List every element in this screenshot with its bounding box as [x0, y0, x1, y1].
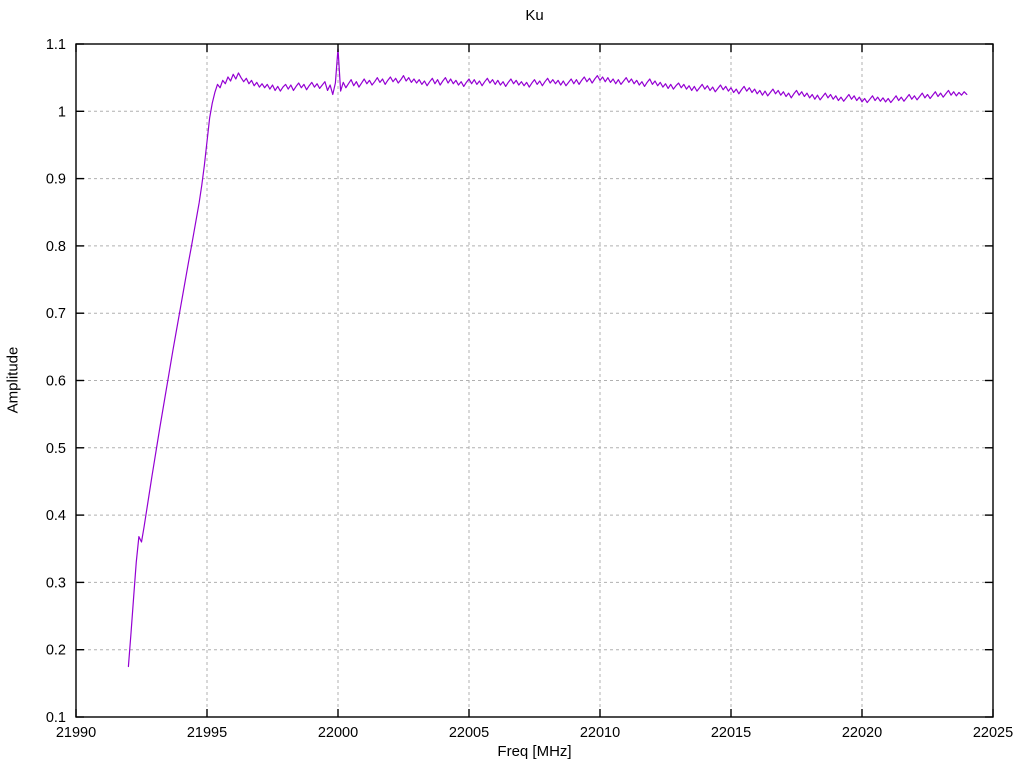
signal-trace — [127, 48, 968, 668]
y-tick-label: 0.6 — [46, 374, 66, 390]
y-tick-label: 0.8 — [46, 239, 66, 255]
y-tick-label: 0.1 — [46, 710, 66, 726]
x-tick-label: 21995 — [187, 725, 227, 741]
y-tick-label: 0.3 — [46, 575, 66, 591]
x-tick-label: 22010 — [580, 725, 620, 741]
x-axis-label: Freq [MHz] — [497, 743, 572, 760]
y-tick-label: 0.5 — [46, 441, 66, 457]
y-tick-label: 0.2 — [46, 643, 66, 659]
y-tick-label: 1.1 — [46, 37, 66, 53]
x-tick-label: 22020 — [842, 725, 882, 741]
x-tick-label: 22015 — [711, 725, 751, 741]
y-tick-label: 0.7 — [46, 306, 66, 322]
x-tick-label: 22000 — [318, 725, 358, 741]
y-tick-label: 1 — [58, 104, 66, 120]
y-tick-label: 0.4 — [46, 508, 66, 524]
x-tick-label: 21990 — [56, 725, 96, 741]
x-tick-label: 22005 — [449, 725, 489, 741]
chart-title: Ku — [525, 7, 544, 24]
x-tick-label: 22025 — [973, 725, 1013, 741]
y-tick-label: 0.9 — [46, 172, 66, 188]
